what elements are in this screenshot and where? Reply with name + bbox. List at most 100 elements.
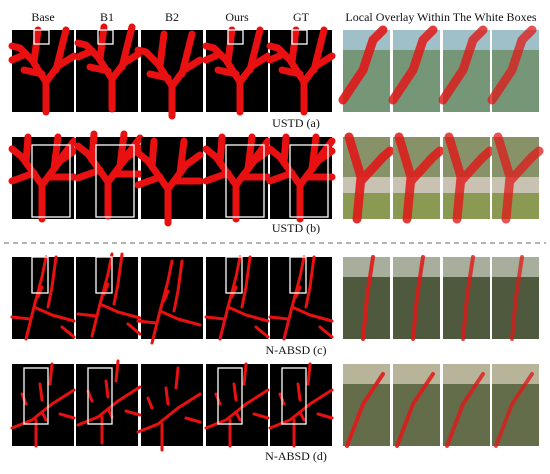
overlay-branch xyxy=(493,132,544,224)
branch xyxy=(214,66,240,78)
branch xyxy=(22,133,32,167)
branch xyxy=(102,282,110,296)
branch xyxy=(164,386,170,406)
branch xyxy=(242,362,248,386)
overlay-branch xyxy=(444,132,495,224)
branch xyxy=(112,252,124,306)
branch xyxy=(136,319,158,325)
ground xyxy=(492,193,539,219)
branch xyxy=(172,259,184,313)
overlay xyxy=(343,364,390,448)
branch xyxy=(124,409,142,417)
branch xyxy=(280,133,290,167)
panel xyxy=(202,133,272,223)
panel xyxy=(266,133,336,223)
panel xyxy=(74,130,144,220)
overlay xyxy=(343,132,395,224)
branch xyxy=(296,382,302,402)
branch xyxy=(304,255,316,309)
branch xyxy=(306,362,312,386)
branch xyxy=(316,412,334,420)
overlay xyxy=(393,132,445,224)
branch xyxy=(234,410,242,422)
panel xyxy=(8,26,78,116)
branch xyxy=(150,259,174,345)
panel xyxy=(266,26,336,116)
branch xyxy=(8,169,38,185)
white-box xyxy=(289,256,307,294)
branch xyxy=(290,305,334,323)
row-caption: N-ABSD (d) xyxy=(265,449,327,463)
overlay xyxy=(393,364,440,448)
overlay xyxy=(492,255,539,341)
overlay xyxy=(388,25,440,112)
white-box xyxy=(31,144,71,218)
branch xyxy=(8,50,30,64)
overlay xyxy=(438,25,490,112)
overlay xyxy=(443,132,495,224)
column-header: GT xyxy=(293,10,310,24)
branch xyxy=(32,305,76,323)
branch xyxy=(76,312,98,318)
overlay-branch xyxy=(361,255,375,341)
branch xyxy=(202,169,232,185)
branch xyxy=(146,70,172,82)
branch xyxy=(226,305,270,323)
column-header: B2 xyxy=(165,10,179,24)
overlay-branch xyxy=(411,255,425,341)
overlay-branch xyxy=(344,132,395,224)
branch xyxy=(252,137,272,161)
branch xyxy=(268,315,290,321)
panel xyxy=(76,252,142,339)
branch xyxy=(104,379,110,399)
branch xyxy=(52,26,70,74)
branch xyxy=(298,410,306,422)
branch xyxy=(308,133,320,173)
branch xyxy=(174,366,180,390)
panel xyxy=(10,362,76,448)
panel-background xyxy=(76,257,138,339)
overlay-branch xyxy=(510,255,524,341)
panel xyxy=(204,362,270,448)
overlay-title: Local Overlay Within The White Boxes xyxy=(345,10,536,24)
overlay-branch xyxy=(394,132,445,224)
branch xyxy=(116,130,128,170)
panel xyxy=(268,362,334,448)
ground xyxy=(443,193,490,219)
branch xyxy=(98,302,142,320)
column-header: Ours xyxy=(225,10,249,24)
white-box xyxy=(217,367,243,425)
branch xyxy=(224,26,236,66)
overlay-branch xyxy=(395,372,435,448)
branch xyxy=(46,255,58,309)
branch xyxy=(60,325,76,339)
branch xyxy=(230,285,238,299)
branch xyxy=(244,133,256,173)
ground xyxy=(393,193,440,219)
row-caption: USTD (a) xyxy=(272,116,320,130)
branch xyxy=(58,412,76,420)
overlay-branch xyxy=(461,255,475,341)
panel xyxy=(136,364,203,452)
row-caption: USTD (b) xyxy=(272,221,320,235)
branch xyxy=(134,173,164,189)
branch xyxy=(38,382,44,402)
overlay xyxy=(487,25,539,112)
branch xyxy=(58,137,78,161)
overlay xyxy=(343,255,390,341)
branch xyxy=(146,396,154,410)
overlay-branch xyxy=(445,372,485,448)
branch xyxy=(162,289,170,303)
panel-background xyxy=(270,364,332,446)
white-box xyxy=(87,367,113,425)
branch xyxy=(118,23,136,71)
column-header: B1 xyxy=(100,10,114,24)
panel xyxy=(76,359,142,446)
white-box xyxy=(23,367,49,425)
branch xyxy=(90,252,114,338)
branch xyxy=(106,407,114,419)
branch xyxy=(266,50,288,64)
branch xyxy=(318,325,334,339)
overlay-branch xyxy=(438,25,488,105)
branch xyxy=(282,255,306,341)
